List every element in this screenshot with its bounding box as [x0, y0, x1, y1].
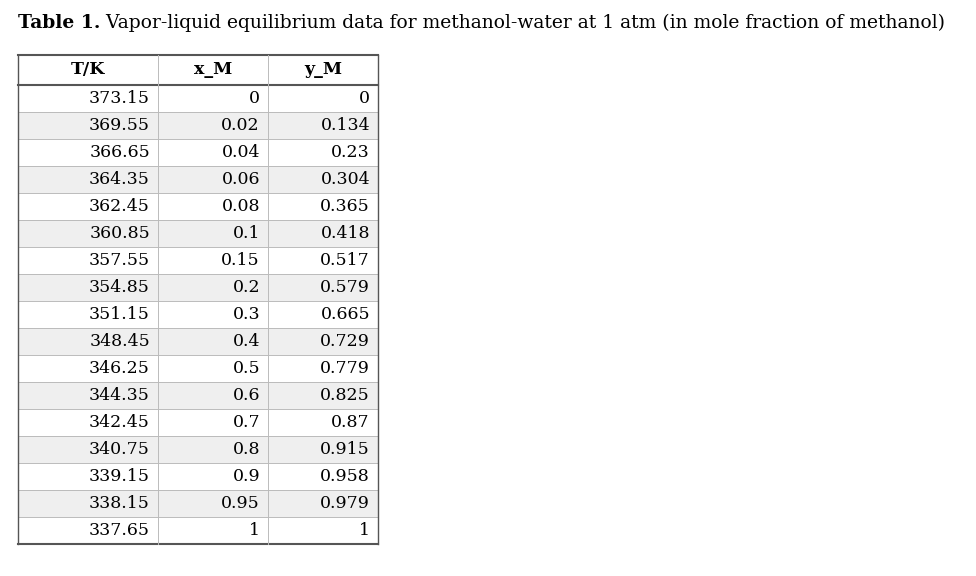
- Text: 0.06: 0.06: [222, 171, 260, 188]
- Text: 0.7: 0.7: [232, 414, 260, 431]
- Text: 0.3: 0.3: [232, 306, 260, 323]
- Bar: [18, 382, 378, 409]
- Text: 340.75: 340.75: [89, 441, 150, 458]
- Text: 1: 1: [249, 522, 260, 539]
- Bar: [18, 490, 378, 517]
- Text: Table 1.: Table 1.: [18, 14, 101, 32]
- Bar: [18, 166, 378, 193]
- Text: 360.85: 360.85: [89, 225, 150, 242]
- Text: 0.2: 0.2: [232, 279, 260, 296]
- Text: 337.65: 337.65: [89, 522, 150, 539]
- Text: 362.45: 362.45: [89, 198, 150, 215]
- Text: 0.915: 0.915: [320, 441, 370, 458]
- Text: 0.4: 0.4: [232, 333, 260, 350]
- Text: 364.35: 364.35: [89, 171, 150, 188]
- Bar: [18, 436, 378, 463]
- Text: 0.517: 0.517: [320, 252, 370, 269]
- Text: 0.779: 0.779: [320, 360, 370, 377]
- Text: 0.1: 0.1: [232, 225, 260, 242]
- Text: 0.134: 0.134: [320, 117, 370, 134]
- Text: 0.579: 0.579: [320, 279, 370, 296]
- Text: 346.25: 346.25: [89, 360, 150, 377]
- Text: 354.85: 354.85: [89, 279, 150, 296]
- Text: 1: 1: [359, 522, 370, 539]
- Text: 0.87: 0.87: [332, 414, 370, 431]
- Text: 0.958: 0.958: [320, 468, 370, 485]
- Text: 344.35: 344.35: [89, 387, 150, 404]
- Text: 351.15: 351.15: [89, 306, 150, 323]
- Text: 357.55: 357.55: [89, 252, 150, 269]
- Text: T/K: T/K: [71, 62, 105, 78]
- Text: 0.95: 0.95: [222, 495, 260, 512]
- Text: 0.5: 0.5: [232, 360, 260, 377]
- Text: 0.979: 0.979: [320, 495, 370, 512]
- Bar: [18, 220, 378, 247]
- Text: 369.55: 369.55: [89, 117, 150, 134]
- Text: 0.6: 0.6: [232, 387, 260, 404]
- Text: 0.418: 0.418: [320, 225, 370, 242]
- Text: x_M: x_M: [194, 62, 232, 78]
- Text: 342.45: 342.45: [89, 414, 150, 431]
- Text: 0.729: 0.729: [320, 333, 370, 350]
- Bar: [18, 328, 378, 355]
- Text: y_M: y_M: [304, 62, 342, 78]
- Text: Vapor-liquid equilibrium data for methanol-water at 1 atm (in mole fraction of m: Vapor-liquid equilibrium data for methan…: [101, 14, 946, 32]
- Text: 0: 0: [359, 90, 370, 107]
- Text: 373.15: 373.15: [89, 90, 150, 107]
- Text: 366.65: 366.65: [89, 144, 150, 161]
- Text: 0: 0: [249, 90, 260, 107]
- Text: 348.45: 348.45: [89, 333, 150, 350]
- Text: 339.15: 339.15: [89, 468, 150, 485]
- Text: 0.665: 0.665: [320, 306, 370, 323]
- Text: 0.365: 0.365: [320, 198, 370, 215]
- Text: 0.04: 0.04: [222, 144, 260, 161]
- Text: 0.8: 0.8: [232, 441, 260, 458]
- Text: 338.15: 338.15: [89, 495, 150, 512]
- Text: 0.825: 0.825: [320, 387, 370, 404]
- Bar: [18, 112, 378, 139]
- Text: 0.02: 0.02: [222, 117, 260, 134]
- Bar: [18, 274, 378, 301]
- Text: 0.15: 0.15: [222, 252, 260, 269]
- Text: 0.23: 0.23: [331, 144, 370, 161]
- Text: 0.304: 0.304: [320, 171, 370, 188]
- Text: 0.9: 0.9: [232, 468, 260, 485]
- Text: 0.08: 0.08: [222, 198, 260, 215]
